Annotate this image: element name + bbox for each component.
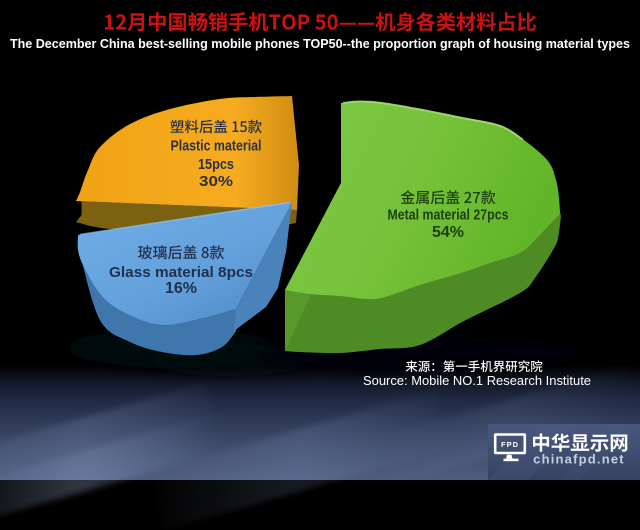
svg-text:15pcs: 15pcs: [198, 156, 234, 173]
svg-text:FPD: FPD: [501, 440, 519, 449]
svg-text:Source: Mobile NO.1 Research I: Source: Mobile NO.1 Research Institute: [363, 373, 591, 388]
svg-text:Glass material 8pcs: Glass material 8pcs: [109, 264, 253, 281]
svg-text:The December China best-sellin: The December China best-selling mobile p…: [10, 37, 630, 51]
svg-text:30%: 30%: [199, 173, 233, 190]
svg-text:Metal material 27pcs: Metal material 27pcs: [388, 207, 509, 224]
svg-text:chinafpd.net: chinafpd.net: [533, 452, 625, 467]
svg-text:54%: 54%: [432, 224, 464, 241]
svg-text:16%: 16%: [165, 280, 197, 297]
svg-text:Plastic material: Plastic material: [171, 138, 262, 155]
